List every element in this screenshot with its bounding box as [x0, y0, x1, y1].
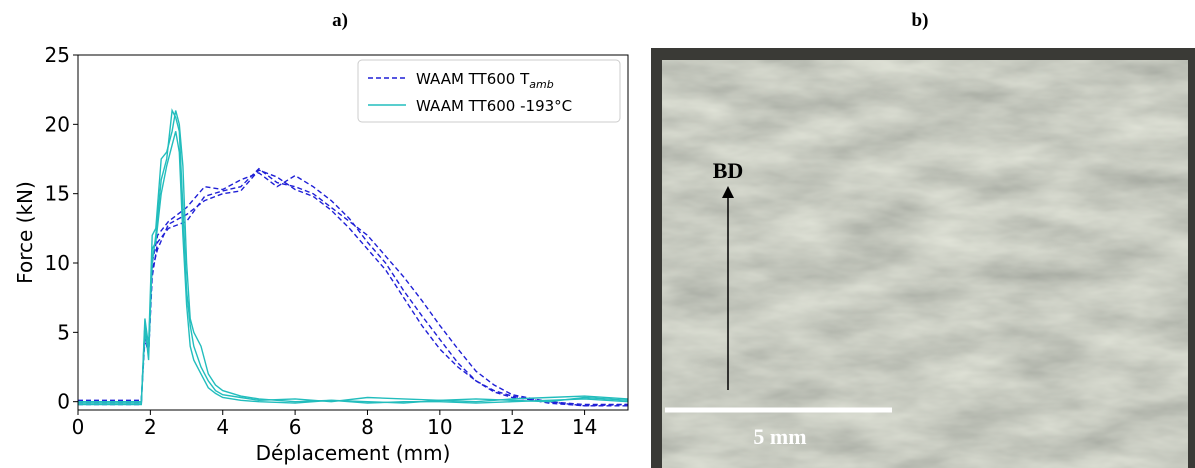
photo: BD 5 mm [651, 48, 1195, 468]
y-tick-label: 0 [57, 390, 70, 414]
legend-name: WAAM TT600 -193°C [416, 97, 572, 115]
x-tick-label: 14 [572, 415, 597, 439]
legend-name: WAAM TT600 T [416, 70, 530, 88]
legend-label: WAAM TT600 -193°C [416, 97, 572, 115]
direction-label: BD [713, 158, 744, 183]
data-line [78, 167, 628, 406]
data-line [78, 172, 628, 407]
scale-bar-label: 5 mm [753, 424, 806, 449]
x-tick-label: 6 [289, 415, 302, 439]
y-tick-label: 15 [45, 182, 70, 206]
y-tick-label: 5 [57, 320, 70, 344]
x-tick-label: 8 [361, 415, 374, 439]
legend-subscript: amb [529, 78, 553, 91]
data-line [78, 169, 628, 407]
y-axis-label: Force (kN) [13, 181, 37, 284]
plot-frame [77, 54, 629, 411]
data-line [78, 131, 628, 404]
panel-label: a) [332, 10, 348, 31]
data-line [78, 110, 628, 406]
chart: 0 2 4 6 8 10 12 14 0 5 10 15 20 25 Déplacement (mm) For… [13, 43, 629, 465]
legend-label: WAAM TT600 Tamb [416, 70, 554, 91]
data-line [78, 108, 628, 403]
x-tick-label: 4 [216, 415, 229, 439]
y-tick-label: 25 [45, 43, 70, 67]
y-tick-label: 10 [45, 251, 70, 275]
x-tick-label: 10 [427, 415, 452, 439]
y-tick-label: 20 [45, 112, 70, 136]
x-tick-label: 2 [144, 415, 157, 439]
x-axis-label: Déplacement (mm) [256, 441, 451, 465]
arrow-head [722, 186, 734, 198]
legend-box [357, 59, 621, 123]
x-tick-label: 12 [499, 415, 524, 439]
x-tick-label: 0 [72, 415, 85, 439]
panel-label: b) [912, 10, 929, 31]
photo-texture [662, 60, 1188, 468]
